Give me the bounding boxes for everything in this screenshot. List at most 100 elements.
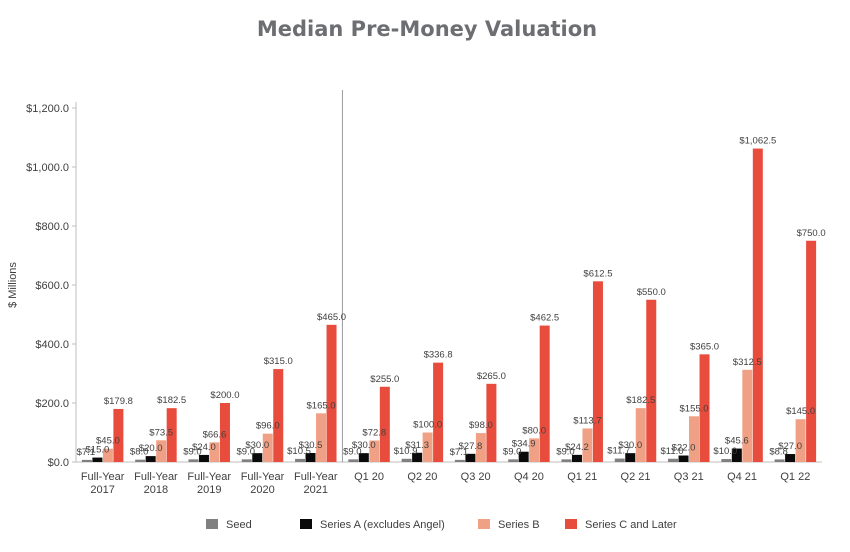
bar	[699, 354, 710, 462]
y-tick-label: $200.0	[35, 398, 69, 410]
bar	[731, 448, 742, 462]
bar	[348, 459, 359, 462]
x-tick-label: 2018	[144, 484, 168, 496]
data-label: $73.5	[149, 427, 173, 438]
bar	[102, 448, 113, 462]
legend-label: Seed	[226, 519, 252, 531]
y-tick-label: $600.0	[35, 280, 69, 292]
data-label: $113.7	[573, 415, 601, 426]
data-label: $10.9	[394, 446, 418, 457]
data-label: $336.8	[424, 350, 453, 361]
x-axis-labels: Full-Year2017Full-Year2018Full-Year2019F…	[81, 471, 811, 496]
bar	[422, 432, 433, 462]
bar	[305, 453, 316, 462]
bar	[785, 454, 796, 462]
bar	[113, 408, 124, 462]
bar	[582, 428, 593, 462]
bar	[795, 419, 806, 462]
x-tick-label: Q3 20	[461, 471, 491, 483]
data-label: $612.5	[583, 268, 612, 279]
bar	[188, 459, 199, 462]
bar	[81, 459, 92, 462]
data-label: $15.0	[86, 445, 110, 456]
bar	[401, 458, 412, 462]
x-tick-label: 2021	[304, 484, 328, 496]
data-label: $255.0	[370, 374, 399, 385]
bar	[379, 386, 390, 462]
x-tick-label: Full-Year	[81, 471, 125, 483]
bar	[625, 453, 636, 462]
bar	[465, 453, 476, 462]
data-label: $155.0	[680, 403, 709, 414]
bar	[668, 458, 679, 462]
x-tick-label: 2020	[250, 484, 274, 496]
bar	[412, 452, 423, 462]
bar	[518, 451, 529, 462]
data-label: $165.0	[307, 400, 336, 411]
data-label: $24.2	[565, 442, 589, 453]
data-label: $182.5	[626, 395, 655, 406]
data-label: $8.8	[769, 446, 788, 457]
data-label: $145.0	[786, 406, 815, 417]
y-axis-label: $ Millions	[7, 262, 19, 308]
x-tick-label: Q4 20	[514, 471, 544, 483]
bar	[209, 442, 220, 462]
legend-swatch	[478, 519, 490, 529]
legend: Seed Series A (excludes Angel) Series B Ser…	[206, 519, 677, 531]
y-tick-label: $400.0	[35, 339, 69, 351]
data-labels: $7.1$15.0$45.0$179.8$8.0$20.0$73.5$182.5…	[77, 136, 826, 458]
y-tick-label: $0.0	[48, 457, 69, 469]
data-label: $8.0	[130, 447, 149, 458]
bar	[166, 408, 177, 462]
legend-label: Series C and Later	[585, 519, 677, 531]
data-label: $24.0	[192, 442, 216, 453]
y-tick-label: $1,200.0	[26, 103, 69, 115]
data-label: $9.0	[183, 446, 202, 457]
bar	[529, 438, 540, 462]
data-label: $30.0	[245, 440, 269, 451]
legend-swatch	[565, 519, 577, 529]
data-label: $11.7	[607, 446, 630, 457]
bar	[145, 456, 156, 462]
bar	[433, 362, 444, 462]
bar	[475, 433, 486, 462]
legend-swatch	[206, 519, 218, 529]
x-tick-label: 2017	[90, 484, 114, 496]
data-label: $465.0	[317, 312, 346, 323]
data-label: $27.0	[778, 441, 802, 452]
bar	[454, 459, 465, 462]
bar	[539, 325, 550, 462]
bar	[508, 459, 519, 462]
bar	[614, 458, 625, 462]
data-label: $96.0	[256, 421, 280, 432]
bar	[262, 433, 273, 462]
bar	[561, 459, 572, 462]
x-tick-label: Full-Year	[294, 471, 338, 483]
x-tick-label: Q1 20	[354, 471, 384, 483]
data-label: $315.0	[264, 356, 293, 367]
data-label: $31.3	[405, 440, 429, 451]
bar	[774, 459, 785, 462]
legend-label: Series A (excludes Angel)	[320, 519, 445, 531]
bar	[571, 454, 582, 462]
bar	[752, 148, 763, 462]
data-label: $9.0	[556, 446, 575, 457]
data-label: $750.0	[797, 228, 826, 239]
data-label: $22.0	[672, 443, 696, 454]
data-label: $9.0	[237, 446, 256, 457]
bar	[806, 240, 817, 462]
data-label: $10.0	[713, 446, 737, 457]
x-tick-label: Full-Year	[134, 471, 178, 483]
data-label: $365.0	[690, 341, 719, 352]
data-label: $7.1	[450, 447, 469, 458]
data-label: $11.0	[660, 446, 683, 457]
data-label: $30.0	[352, 440, 376, 451]
data-label: $45.6	[725, 436, 749, 447]
bar	[678, 455, 689, 462]
data-label: $312.5	[733, 357, 762, 368]
data-label: $30.0	[618, 440, 642, 451]
data-label: $182.5	[157, 395, 186, 406]
data-label: $1,062.5	[739, 136, 776, 147]
data-label: $9.0	[343, 446, 362, 457]
